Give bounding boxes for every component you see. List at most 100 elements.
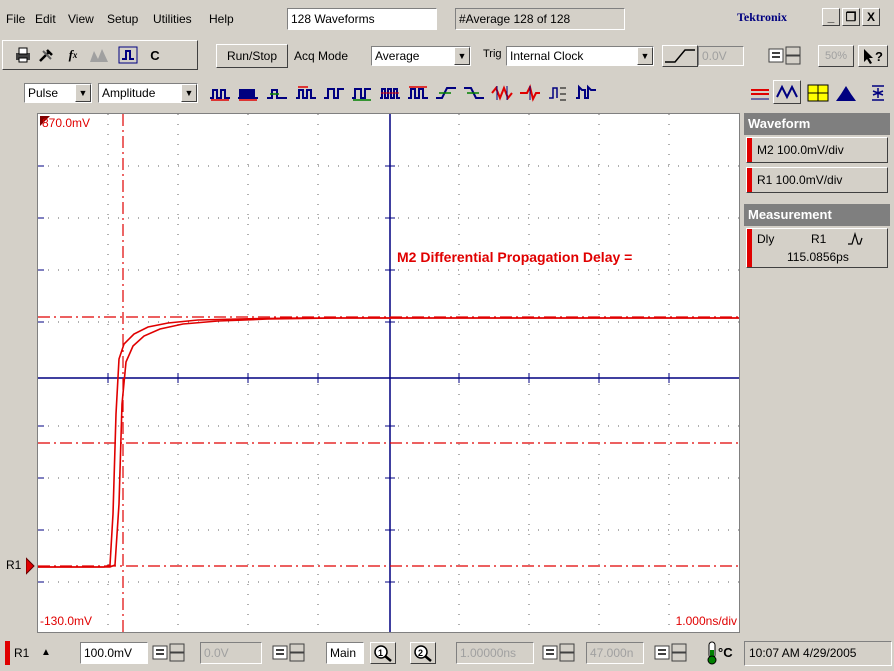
meas-rms-icon[interactable] [404,82,431,104]
waveform-m2-button[interactable]: M2 100.0mV/div [746,137,888,163]
meas-frequency-icon[interactable] [320,82,347,104]
histogram-icon[interactable] [86,44,112,66]
m2-scale-label: M2 100.0mV/div [757,143,844,157]
r1-ground-marker[interactable]: R1 [6,557,38,575]
horizontal-record-stepper[interactable] [654,643,690,663]
horizontal-record-value: 47.000n [590,646,634,660]
menu-help[interactable]: Help [209,12,234,26]
meas-extinction-icon[interactable] [544,82,571,104]
measurement-readout[interactable]: Dly R1 115.0856ps [746,228,888,268]
histogram-view-icon[interactable] [832,82,859,104]
thermometer-icon [707,641,717,665]
menu-setup[interactable]: Setup [107,12,139,26]
datetime-display: 10:07 AM 4/29/2005 [744,641,892,666]
vertical-offset-stepper[interactable] [272,643,308,663]
minimize-button[interactable]: _ [822,8,840,26]
measurement-panel-header: Measurement [744,204,890,226]
horizontal-position-stepper[interactable] [542,643,578,663]
toolbar-group-tools [2,40,198,70]
vertical-offset-value: 0.0V [204,646,229,660]
measurement-category-value: Pulse [28,86,59,100]
waveform-display[interactable]: 870.0mV -130.0mV 1.000ns/div M2 Differen… [37,113,740,633]
measurement-category-select[interactable]: Pulse ▼ [24,83,92,103]
dual-trace-icon[interactable] [746,82,773,104]
horizontal-position-field[interactable]: 1.00000ns [456,642,534,664]
meas-width-icon[interactable] [263,82,290,104]
trigger-slope-button[interactable] [662,45,698,67]
meas-burst-icon[interactable] [234,82,261,104]
chevron-down-icon[interactable]: ▼ [181,84,197,102]
run-stop-button[interactable]: Run/Stop [216,44,288,68]
menu-utilities[interactable]: Utilities [153,12,192,26]
brand-logo: Tektronix [737,10,788,24]
graticule-view-icon[interactable] [804,82,831,104]
vertical-scale-field[interactable]: 100.0mV [80,642,148,664]
chevron-down-icon[interactable]: ▼ [75,84,91,102]
restore-button[interactable]: ❐ [842,8,860,26]
timebase-label: 1.000ns/div [675,614,737,628]
menu-file[interactable]: File [6,12,26,26]
help-pointer-button[interactable]: ? [858,45,888,67]
meas-type-label: Dly [757,232,775,246]
meas-value: 115.0856ps [787,250,849,264]
meas-period-icon[interactable] [292,82,319,104]
meas-rise-icon[interactable] [432,82,459,104]
menu-view[interactable]: View [68,12,94,26]
keypad-stepper[interactable] [768,46,804,66]
meas-rms-jitter-icon[interactable] [516,82,543,104]
vertical-scale-stepper[interactable] [152,643,188,663]
chevron-down-icon[interactable]: ▼ [637,47,653,65]
autoset-icon[interactable] [115,44,141,66]
menu-bar: File Edit View Setup Utilities Help 128 … [0,0,894,38]
waveforms-count-field: 128 Waveforms [287,8,437,30]
top-level-label: 870.0mV [42,116,91,130]
channel-up-arrow-icon[interactable]: ▲ [41,647,51,658]
vertical-offset-field[interactable]: 0.0V [200,642,262,664]
meas-crossing-icon[interactable] [376,82,403,104]
zoom-out-button[interactable]: 2 [410,642,436,664]
menu-edit[interactable]: Edit [35,12,56,26]
zoom-percent-label: 50% [824,50,848,62]
meas-color-strip [747,229,752,267]
waveform-r1-button[interactable]: R1 100.0mV/div [746,167,888,193]
clear-c-button[interactable]: C [150,47,160,63]
trig-label: Trig [483,48,502,60]
tools-icon[interactable] [34,44,60,66]
meas-overshoot-icon[interactable] [572,82,599,104]
print-icon[interactable] [10,44,36,66]
acq-mode-select[interactable]: Average ▼ [371,46,471,66]
average-count-field: #Average 128 of 128 [455,8,625,30]
zoom-in-icon: 1 [374,645,392,662]
r1-scale-label: R1 100.0mV/div [757,173,843,187]
horizontal-record-field[interactable]: 47.000n [586,642,644,664]
measurement-type-select[interactable]: Amplitude ▼ [98,83,198,103]
meas-pulse-icon[interactable] [206,82,233,104]
meas-fall-icon[interactable] [460,82,487,104]
bottom-level-label: -130.0mV [40,614,93,628]
svg-text:?: ? [875,49,883,64]
acq-mode-value: Average [375,49,420,63]
rising-edge-icon [848,232,863,245]
svg-text:2: 2 [418,648,423,658]
meas-duty-icon[interactable] [348,82,375,104]
status-bar: R1 ▲ 100.0mV 0.0V Main 1 2 1.00000ns 47.… [0,636,894,671]
meas-jitter-icon[interactable] [488,82,515,104]
delay-annotation: M2 Differential Propagation Delay = [397,249,633,265]
channel-color-strip [5,641,10,665]
mask-view-icon[interactable] [866,82,890,104]
trace-m2 [38,317,739,568]
timebase-mode-field[interactable]: Main [326,642,364,664]
trig-source-value: Internal Clock [510,49,584,63]
r1-color-strip [747,168,752,192]
chevron-down-icon[interactable]: ▼ [454,47,470,65]
temperature-indicator[interactable]: °C [706,640,742,666]
close-button[interactable]: X [862,8,880,26]
waveform-view-icon[interactable] [773,80,801,104]
trig-source-select[interactable]: Internal Clock ▼ [506,46,654,66]
zoom-in-button[interactable]: 1 [370,642,396,664]
zoom-percent-button[interactable]: 50% [818,45,854,67]
measurement-type-value: Amplitude [102,86,156,100]
meas-source-label: R1 [811,232,827,246]
